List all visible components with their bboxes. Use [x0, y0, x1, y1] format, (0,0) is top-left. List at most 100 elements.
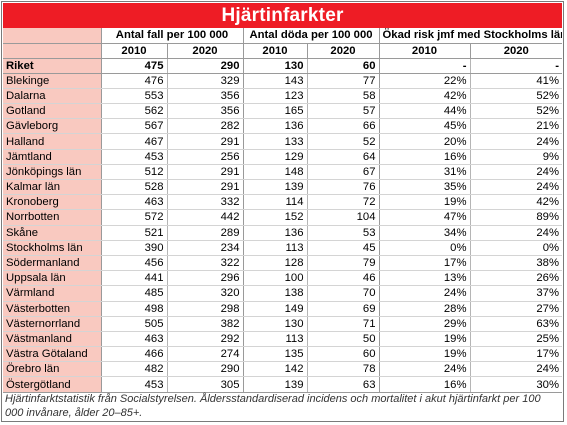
deaths-2010: 123: [242, 88, 307, 105]
cases-2020: 382: [166, 316, 243, 332]
table-row: Södermanland 456 322 128 79 17% 38%: [3, 255, 563, 272]
deaths-2010: 135: [242, 346, 307, 363]
risk-2020: -: [469, 58, 563, 74]
risk-2010: 16%: [378, 149, 470, 165]
region-name: Kalmar län: [3, 179, 102, 196]
year-header: 2010: [378, 42, 471, 59]
group-header-row: Antal fall per 100 000 Antal döda per 10…: [3, 28, 563, 44]
region-name: Västra Götaland: [3, 346, 102, 363]
risk-2010: -: [378, 58, 470, 74]
region-name: Gävleborg: [3, 118, 102, 135]
deaths-2010: 136: [242, 118, 307, 135]
statistics-table: Antal fall per 100 000 Antal döda per 10…: [3, 28, 563, 393]
cases-2010: 512: [100, 164, 167, 181]
risk-2020: 0%: [469, 240, 563, 256]
cases-2020: 291: [166, 179, 243, 196]
deaths-2020: 72: [306, 194, 379, 211]
year-header: 2010: [242, 42, 308, 59]
region-name: Halland: [3, 133, 102, 150]
cases-2020: 290: [166, 58, 243, 74]
risk-2020: 24%: [469, 361, 563, 378]
deaths-2020: 77: [306, 73, 379, 89]
cases-2010: 390: [100, 240, 167, 256]
risk-2010: 34%: [378, 225, 470, 241]
year-header: 2020: [166, 42, 244, 59]
deaths-group-header: Antal döda per 100 000: [242, 28, 380, 44]
risk-2010: 24%: [378, 285, 470, 302]
deaths-2020: 64: [306, 149, 379, 165]
risk-2010: 17%: [378, 255, 470, 272]
cases-2010: 453: [100, 376, 167, 393]
deaths-2020: 70: [306, 285, 379, 302]
deaths-2020: 45: [306, 240, 379, 256]
deaths-2010: 113: [242, 240, 307, 256]
region-name: Östergötland: [3, 376, 102, 393]
cases-2020: 291: [166, 164, 243, 181]
risk-2020: 24%: [469, 225, 563, 241]
deaths-2010: 139: [242, 376, 307, 393]
deaths-2010: 165: [242, 103, 307, 120]
region-name: Dalarna: [3, 88, 102, 105]
region-name: Gotland: [3, 103, 102, 120]
table-row: Kalmar län 528 291 139 76 35% 24%: [3, 179, 563, 196]
deaths-2020: 69: [306, 301, 379, 317]
deaths-2020: 57: [306, 103, 379, 120]
risk-2010: 13%: [378, 270, 470, 287]
table-row: Västra Götaland 466 274 135 60 19% 17%: [3, 346, 563, 363]
deaths-2010: 139: [242, 179, 307, 196]
table-row: Uppsala län 441 296 100 46 13% 26%: [3, 270, 563, 287]
cases-2010: 463: [100, 331, 167, 348]
region-name: Skåne: [3, 225, 102, 241]
risk-2020: 30%: [469, 376, 563, 393]
deaths-2020: 58: [306, 88, 379, 105]
cases-2020: 442: [166, 209, 243, 226]
deaths-2020: 67: [306, 164, 379, 181]
risk-2020: 9%: [469, 149, 563, 165]
cases-2010: 463: [100, 194, 167, 211]
cases-2020: 256: [166, 149, 243, 165]
deaths-2010: 152: [242, 209, 307, 226]
region-name: Stockholms län: [3, 240, 102, 256]
risk-group-header: Ökad risk jmf med Stockholms län: [378, 28, 563, 44]
table-row: Norrbotten 572 442 152 104 47% 89%: [3, 209, 563, 226]
deaths-2010: 148: [242, 164, 307, 181]
deaths-2020: 104: [306, 209, 379, 226]
cases-2020: 320: [166, 285, 243, 302]
deaths-2010: 130: [242, 58, 307, 74]
deaths-2020: 78: [306, 361, 379, 378]
cases-2020: 282: [166, 118, 243, 135]
year-header: 2020: [469, 42, 563, 59]
deaths-2010: 128: [242, 255, 307, 272]
risk-2020: 24%: [469, 164, 563, 181]
deaths-2020: 50: [306, 331, 379, 348]
risk-2020: 37%: [469, 285, 563, 302]
deaths-2010: 113: [242, 331, 307, 348]
table-row: Östergötland 453 305 139 63 16% 30%: [3, 376, 563, 393]
risk-2010: 20%: [378, 133, 470, 150]
risk-2020: 42%: [469, 194, 563, 211]
risk-2020: 52%: [469, 103, 563, 120]
deaths-2010: 133: [242, 133, 307, 150]
deaths-2020: 63: [306, 376, 379, 393]
region-name: Riket: [3, 58, 102, 74]
caption: Hjärtinfarktstatistik från Socialstyrels…: [5, 393, 541, 419]
cases-2010: 562: [100, 103, 167, 120]
risk-2020: 41%: [469, 73, 563, 89]
cases-2010: 467: [100, 133, 167, 150]
deaths-2010: 100: [242, 270, 307, 287]
region-name: Värmland: [3, 285, 102, 302]
cases-2010: 476: [100, 73, 167, 89]
table-row: Blekinge 476 329 143 77 22% 41%: [3, 73, 563, 89]
cases-2010: 572: [100, 209, 167, 226]
risk-2010: 31%: [378, 164, 470, 181]
cases-2010: 521: [100, 225, 167, 241]
region-name: Kronoberg: [3, 194, 102, 211]
deaths-2020: 79: [306, 255, 379, 272]
region-name: Södermanland: [3, 255, 102, 272]
cases-2010: 528: [100, 179, 167, 196]
table-row: Örebro län 482 290 142 78 24% 24%: [3, 361, 563, 378]
risk-2010: 44%: [378, 103, 470, 120]
table-row: Skåne 521 289 136 53 34% 24%: [3, 225, 563, 241]
deaths-2010: 136: [242, 225, 307, 241]
